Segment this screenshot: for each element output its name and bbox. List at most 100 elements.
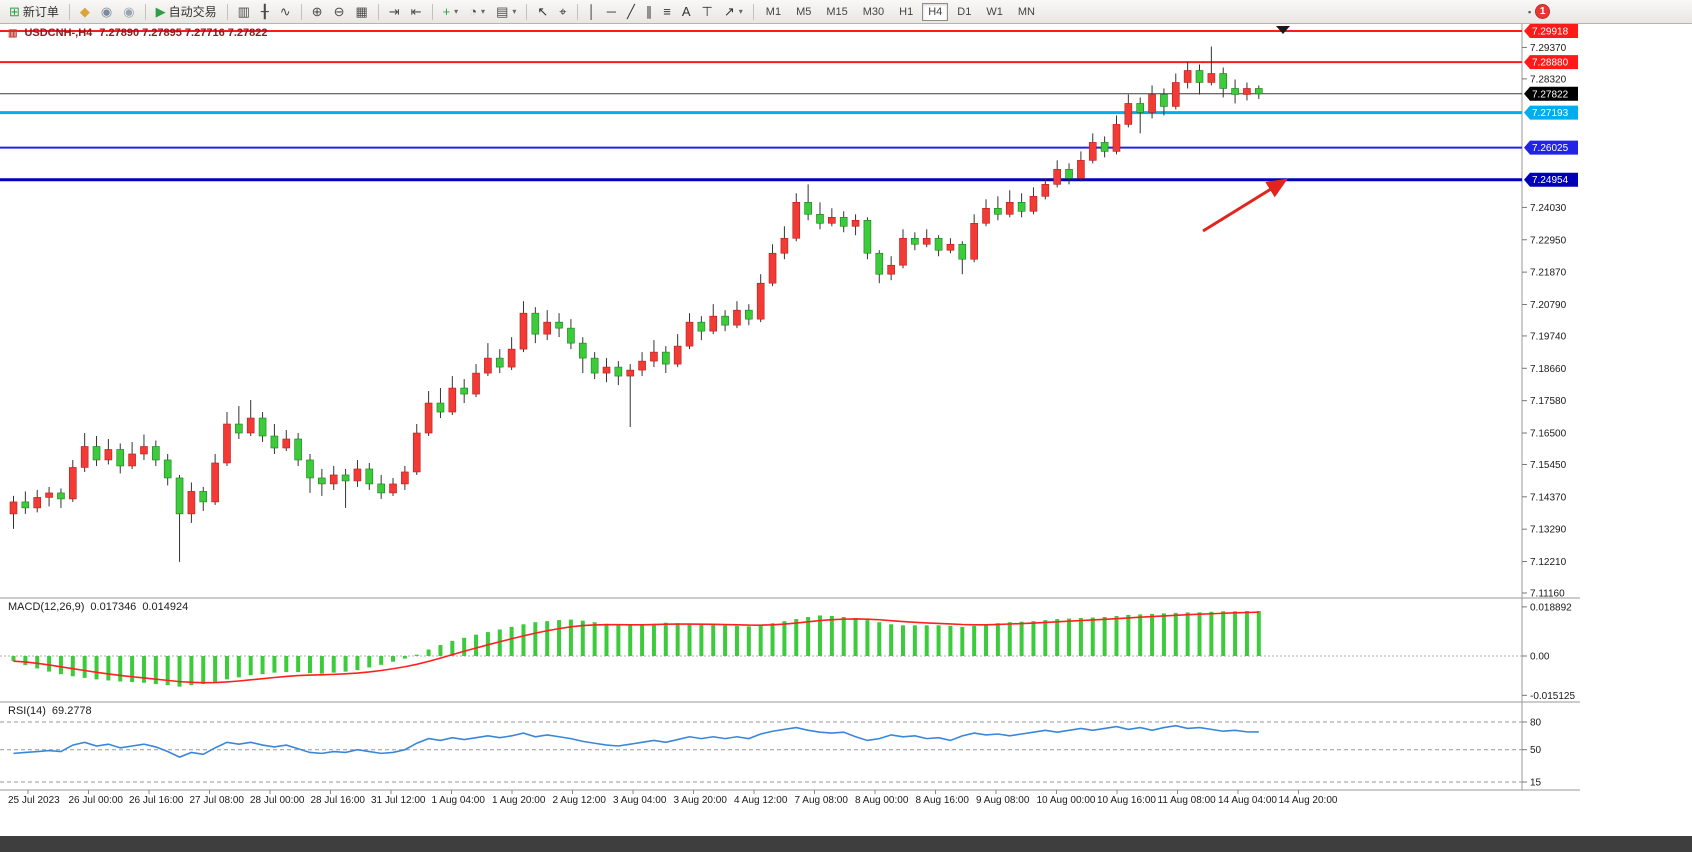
bar-chart-button[interactable]: ▥	[233, 2, 255, 22]
candle-down	[460, 387, 468, 395]
price-axis-label: 7.14370	[1530, 492, 1567, 503]
chart-shift-marker[interactable]	[1276, 26, 1290, 34]
text-label-button[interactable]: ⊤	[697, 2, 718, 22]
rsi-indicator-label: RSI(14) 69.2778	[8, 705, 92, 717]
candle-up	[1183, 70, 1192, 83]
rsi-axis-label: 50	[1530, 745, 1542, 756]
timeframe-h4[interactable]: H4	[922, 2, 949, 21]
zoom-in-button[interactable]: ⊕	[307, 2, 328, 22]
time-label: 2 Aug 12:00	[553, 795, 607, 806]
candle-up	[1005, 202, 1014, 215]
cursor-button[interactable]: ↖	[532, 2, 553, 22]
auto-trading-button[interactable]: ▶ 自动交易	[151, 2, 222, 22]
chart-shift-button[interactable]: ⇤	[406, 2, 427, 22]
timeframe-m30[interactable]: M30	[857, 3, 890, 21]
timeframe-d1[interactable]: D1	[951, 3, 977, 21]
line-chart-button[interactable]: ∿	[275, 2, 296, 22]
tile-windows-button[interactable]: ▦	[350, 2, 372, 22]
toolbar-separator	[226, 3, 228, 20]
candle-down	[816, 213, 824, 224]
candle-up	[650, 351, 658, 362]
timeframe-m1[interactable]: M1	[760, 3, 787, 21]
channel-button[interactable]: ∥	[641, 2, 658, 22]
candle-up	[673, 345, 682, 365]
arrow-objects-icon: ↗	[723, 4, 735, 19]
time-label: 31 Jul 12:00	[371, 795, 426, 806]
metaeditor-button[interactable]: ◆	[75, 2, 95, 22]
arrows-button[interactable]: ↗ ▾	[719, 2, 748, 22]
macd-indicator-label: MACD(12,26,9) 0.017346 0.014924	[8, 601, 188, 613]
candle-down	[92, 446, 101, 461]
app-group: ◆ ◉ ◉	[75, 2, 140, 22]
candlestick-button[interactable]: ╂	[256, 2, 274, 22]
price-axis-label: 7.22950	[1530, 235, 1567, 246]
trendline-button[interactable]: ╱	[622, 2, 640, 22]
timeframe-m1-label: M1	[765, 5, 782, 18]
macd-name: MACD(12,26,9)	[8, 601, 85, 613]
clock-icon: ◔	[469, 4, 478, 19]
bottom-scrollbar[interactable]	[0, 836, 1692, 852]
notification-area: ▪ 1	[1528, 4, 1551, 19]
fibonacci-button[interactable]: ≡	[658, 2, 676, 22]
template-button[interactable]: ▤ ▾	[491, 2, 521, 22]
timeframe-m5-label: M5	[796, 5, 812, 18]
candle-up	[792, 202, 801, 239]
scroll-group: ⇥ ⇤	[384, 2, 427, 22]
auto-scroll-button[interactable]: ⇥	[384, 2, 405, 22]
price-axis-label: 7.20790	[1530, 300, 1567, 311]
time-label: 10 Aug 16:00	[1097, 795, 1156, 806]
candle-up	[223, 423, 231, 464]
candle-down	[365, 468, 374, 485]
support-line-cyan-tag	[1524, 105, 1578, 120]
candle-up	[246, 417, 255, 434]
candle-down	[567, 327, 575, 344]
vertical-line-icon: │	[587, 4, 596, 19]
price-axis-label: 7.12210	[1530, 557, 1567, 568]
text-button[interactable]: A	[677, 2, 696, 22]
candle-up	[970, 222, 978, 260]
indicators-button[interactable]: + ▾	[438, 2, 464, 22]
horizontal-line-icon: ─	[606, 4, 616, 19]
chart-window-icon: ▥	[8, 27, 18, 39]
toolbar-separator	[300, 3, 302, 20]
rsi-line	[13, 724, 1259, 758]
chart-canvas[interactable]: 7.29370 7.28320 7.24030 7.22950 7.21870 7.207…	[0, 24, 1692, 840]
time-label: 25 Jul 2023	[8, 795, 60, 806]
candle-down	[745, 309, 753, 320]
candle-down	[377, 483, 385, 494]
timeframe-h1[interactable]: H1	[893, 3, 919, 21]
price-level-label: 7.26025	[1532, 143, 1569, 154]
candle-down	[270, 435, 279, 449]
toolbar-separator	[526, 3, 528, 20]
time-label: 27 Jul 08:00	[190, 795, 245, 806]
price-level-label: 7.24954	[1532, 175, 1569, 186]
timeframe-w1[interactable]: W1	[980, 3, 1009, 21]
toolbar-separator	[377, 3, 379, 20]
market-button[interactable]: ◉	[96, 2, 117, 22]
community-button[interactable]: ◉	[118, 2, 139, 22]
candle-up	[329, 474, 338, 485]
template-icon: ▤	[496, 4, 509, 19]
timeframe-mn-label: MN	[1017, 5, 1035, 18]
vertical-line-button[interactable]: │	[583, 2, 601, 22]
timeframe-d1-label: D1	[957, 5, 972, 18]
candle-down	[1017, 202, 1026, 212]
candle-down	[590, 357, 599, 374]
crosshair-button[interactable]: ⌖	[554, 2, 571, 22]
candle-up	[709, 315, 718, 332]
timeframe-m15[interactable]: M15	[820, 3, 853, 21]
timeframe-w1-label: W1	[986, 5, 1003, 18]
horizontal-line-button[interactable]: ─	[602, 2, 621, 22]
zoom-out-button[interactable]: ⊖	[329, 2, 350, 22]
candle-down	[116, 449, 125, 467]
time-label: 28 Jul 00:00	[250, 795, 305, 806]
time-label: 1 Aug 04:00	[432, 795, 486, 806]
new-order-button[interactable]: ⊞ 新订单	[4, 2, 64, 22]
candle-up	[1171, 82, 1180, 107]
candle-down	[152, 446, 160, 461]
notification-badge[interactable]: 1	[1535, 4, 1551, 19]
timeframe-mn[interactable]: MN	[1012, 3, 1041, 21]
period-button[interactable]: ◔ ▾	[464, 2, 490, 22]
timeframe-m5[interactable]: M5	[790, 3, 817, 21]
trend-annotation-arrow[interactable]	[1202, 178, 1288, 233]
